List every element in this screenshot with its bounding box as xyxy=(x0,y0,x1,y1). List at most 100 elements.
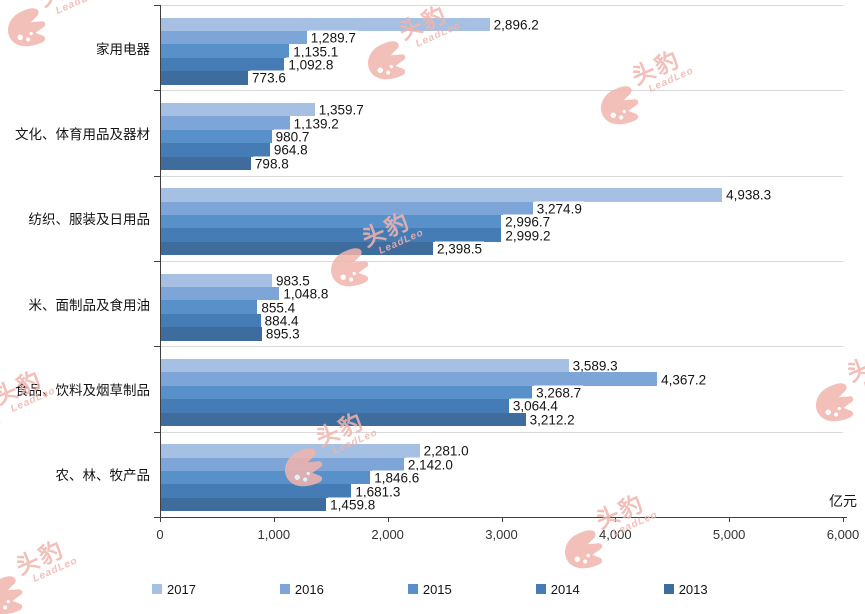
y-axis-line xyxy=(160,5,161,517)
leopard-head-icon xyxy=(816,383,854,422)
value-label: 1,135.1 xyxy=(291,44,341,60)
value-label: 1,092.8 xyxy=(286,57,336,73)
bar-2017 xyxy=(160,444,420,458)
bar-2016 xyxy=(160,372,658,386)
watermark-brand: 头豹 xyxy=(842,342,865,387)
x-axis-label: 5,000 xyxy=(712,527,746,542)
gridline xyxy=(160,90,843,92)
gridline xyxy=(160,346,843,348)
legend-item-2015: 2015 xyxy=(407,581,452,597)
value-label: 3,064.4 xyxy=(510,398,560,414)
gridline xyxy=(160,175,843,177)
x-axis-label: 0 xyxy=(156,527,164,542)
x-axis-line xyxy=(159,517,847,518)
category-label: 文化、体育用品及器材 xyxy=(15,127,150,142)
value-label: 1,459.8 xyxy=(328,497,378,513)
bar-2015 xyxy=(160,385,533,400)
value-label: 2,999.2 xyxy=(503,228,553,244)
y-axis-tick xyxy=(154,431,160,433)
value-label: 2,142.0 xyxy=(405,457,455,473)
legend-label: 2017 xyxy=(167,581,196,597)
x-axis-label: 4,000 xyxy=(599,527,632,542)
category-label: 食品、饮料及烟草制品 xyxy=(15,383,150,398)
value-label: 4,938.3 xyxy=(724,187,774,203)
x-axis-label: 6,000 xyxy=(826,527,860,542)
watermark-brand: 头豹 xyxy=(35,0,98,12)
value-label: 1,681.3 xyxy=(353,484,403,500)
bar-2017 xyxy=(160,17,490,31)
bar-2017 xyxy=(160,102,315,117)
category-label: 农、林、牧产品 xyxy=(55,468,151,484)
value-label: 3,268.7 xyxy=(534,385,584,401)
legend-swatch-icon xyxy=(535,584,546,594)
value-label: 2,281.0 xyxy=(421,443,471,459)
bar-2013 xyxy=(160,497,327,512)
bar-2014 xyxy=(160,313,261,328)
bar-2013 xyxy=(160,241,434,256)
legend-label: 2016 xyxy=(294,581,324,597)
bar-2016 xyxy=(160,287,280,301)
value-label: 855.4 xyxy=(259,300,298,316)
bar-2014 xyxy=(160,228,502,242)
axis-unit-label: 亿元 xyxy=(829,493,857,509)
legend-label: 2013 xyxy=(678,581,708,597)
legend-item-2017: 2017 xyxy=(152,581,196,597)
x-axis-label: 1,000 xyxy=(257,527,291,542)
bar-2016 xyxy=(160,31,307,45)
bar-2016 xyxy=(160,116,290,130)
legend-swatch-icon xyxy=(279,584,290,594)
value-label: 895.3 xyxy=(263,326,302,342)
legend-item-2014: 2014 xyxy=(535,581,580,597)
bar-2014 xyxy=(160,57,285,72)
bar-2015 xyxy=(160,300,258,314)
value-label: 884.4 xyxy=(262,313,301,329)
legend-item-2013: 2013 xyxy=(663,581,708,597)
bar-2013 xyxy=(160,156,251,170)
x-axis-tick xyxy=(273,517,275,522)
category-label: 家用电器 xyxy=(96,41,150,57)
leopard-head-icon xyxy=(0,406,1,445)
value-label: 2,996.7 xyxy=(503,214,553,230)
legend-swatch-icon xyxy=(152,584,162,594)
bar-2014 xyxy=(160,399,509,413)
value-label: 964.8 xyxy=(271,142,310,158)
value-label: 1,359.7 xyxy=(316,102,366,118)
legend-label: 2015 xyxy=(422,581,452,597)
value-label: 1,048.8 xyxy=(281,286,331,302)
bar-2014 xyxy=(160,484,352,498)
value-label: 2,398.5 xyxy=(435,241,485,257)
y-axis-tick xyxy=(154,175,160,177)
gridline xyxy=(160,5,843,6)
bar-2015 xyxy=(160,44,290,58)
watermark-sub: LeadLeo xyxy=(862,362,865,392)
y-axis-tick xyxy=(154,261,160,262)
value-label: 3,212.2 xyxy=(527,412,577,428)
watermark-sub: LeadLeo xyxy=(54,0,103,17)
y-axis-tick xyxy=(154,346,160,348)
bar-2017 xyxy=(160,188,723,202)
value-label: 3,274.9 xyxy=(534,201,584,217)
x-axis-label: 2,000 xyxy=(371,527,404,542)
bar-2016 xyxy=(160,457,404,472)
leopard-head-icon xyxy=(368,41,406,80)
bar-2017 xyxy=(160,273,272,287)
category-label: 米、面制品及食用油 xyxy=(28,297,151,313)
bar-2015 xyxy=(160,215,502,229)
watermark-sub: LeadLeo xyxy=(31,555,80,585)
y-axis-tick xyxy=(154,5,160,6)
bar-2013 xyxy=(160,412,526,426)
watermark-brand: 头豹 xyxy=(627,45,685,90)
leopard-head-icon xyxy=(601,86,639,125)
x-axis-label: 3,000 xyxy=(485,527,518,542)
bar-2017 xyxy=(160,358,569,373)
y-axis-tick xyxy=(154,90,160,92)
legend-item-2016: 2016 xyxy=(279,581,324,597)
value-label: 798.8 xyxy=(252,156,291,172)
